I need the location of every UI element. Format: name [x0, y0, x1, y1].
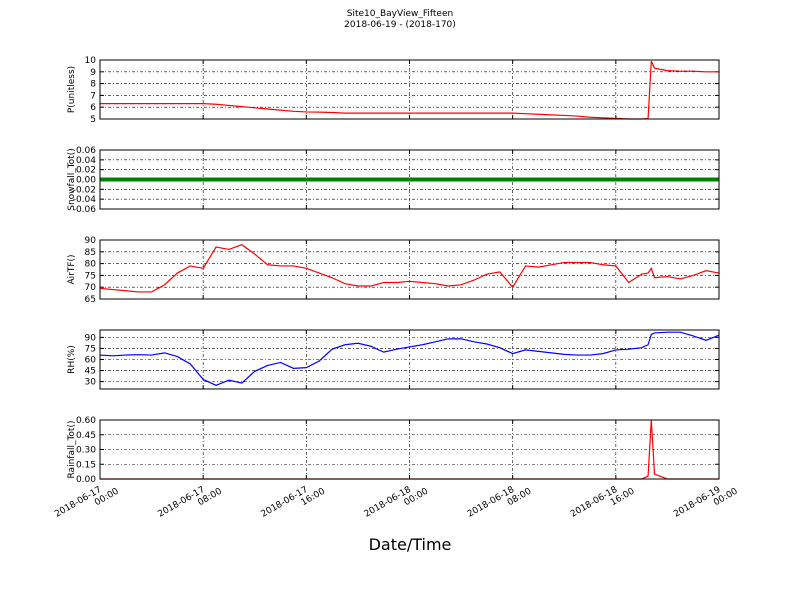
y-tick-label: -0.04: [73, 195, 97, 205]
y-tick-label: 60: [85, 356, 97, 366]
y-tick-label: 0.00: [76, 475, 96, 485]
y-axis-label: AirTF(): [67, 254, 77, 284]
y-tick-label: 75: [85, 271, 96, 281]
y-tick-label: 90: [85, 333, 97, 343]
plot-frame: [99, 59, 720, 120]
y-tick-label: 5: [90, 115, 96, 125]
x-tick-label: 2018-06-1800:00: [363, 478, 431, 529]
y-tick-label: 0.02: [76, 166, 96, 176]
x-tick-label: 2018-06-1808:00: [466, 478, 534, 529]
x-tick-label: 2018-06-1716:00: [260, 478, 328, 529]
y-tick-label: 75: [85, 344, 96, 354]
y-tick-label: 0.60: [76, 416, 96, 426]
y-tick-label: 0.04: [76, 156, 96, 166]
title: Site10_BayView_Fifteen: [347, 9, 453, 19]
plot-frame: [99, 329, 720, 390]
y-tick-label: 90: [85, 236, 97, 246]
y-tick-label: 10: [85, 56, 97, 66]
x-tick-label: 2018-06-1700:00: [53, 478, 121, 529]
plot-frame: [99, 419, 720, 480]
y-axis-label: Rainfall_Tot(): [67, 421, 77, 479]
y-tick-label: 85: [85, 248, 96, 258]
x-axis-label: Date/Time: [369, 535, 452, 554]
y-axis-label: RH(%): [67, 345, 77, 374]
y-tick-label: 30: [85, 378, 97, 388]
x-tick-label: 2018-06-1816:00: [569, 478, 637, 529]
y-axis-label: P(unitless): [67, 66, 77, 113]
x-tick-label: 2018-06-1900:00: [672, 478, 740, 529]
y-axis-label: Snowfall_Tot(): [67, 148, 77, 211]
y-tick-label: 6: [90, 103, 96, 113]
y-tick-label: 7: [90, 91, 96, 101]
subtitle: 2018-06-19 - (2018-170): [344, 20, 456, 30]
y-tick-label: 45: [85, 367, 96, 377]
y-tick-label: 65: [85, 295, 96, 305]
y-tick-label: 70: [85, 283, 97, 293]
data-line: [99, 331, 720, 386]
y-tick-label: -0.06: [73, 205, 97, 215]
data-line: [99, 244, 720, 293]
y-tick-label: 0.30: [76, 446, 96, 456]
y-tick-label: 80: [85, 260, 97, 270]
x-tick-label: 2018-06-1708:00: [156, 478, 224, 529]
y-tick-label: -0.02: [73, 185, 96, 195]
y-tick-label: 9: [90, 68, 96, 78]
y-tick-label: 0.06: [76, 146, 96, 156]
y-tick-label: 8: [90, 80, 96, 90]
plot-frame: [99, 239, 720, 300]
y-tick-label: 0.45: [76, 431, 96, 441]
y-tick-label: 0.00: [76, 176, 96, 186]
y-tick-label: 0.15: [76, 460, 96, 470]
plot-frame: [99, 149, 720, 210]
